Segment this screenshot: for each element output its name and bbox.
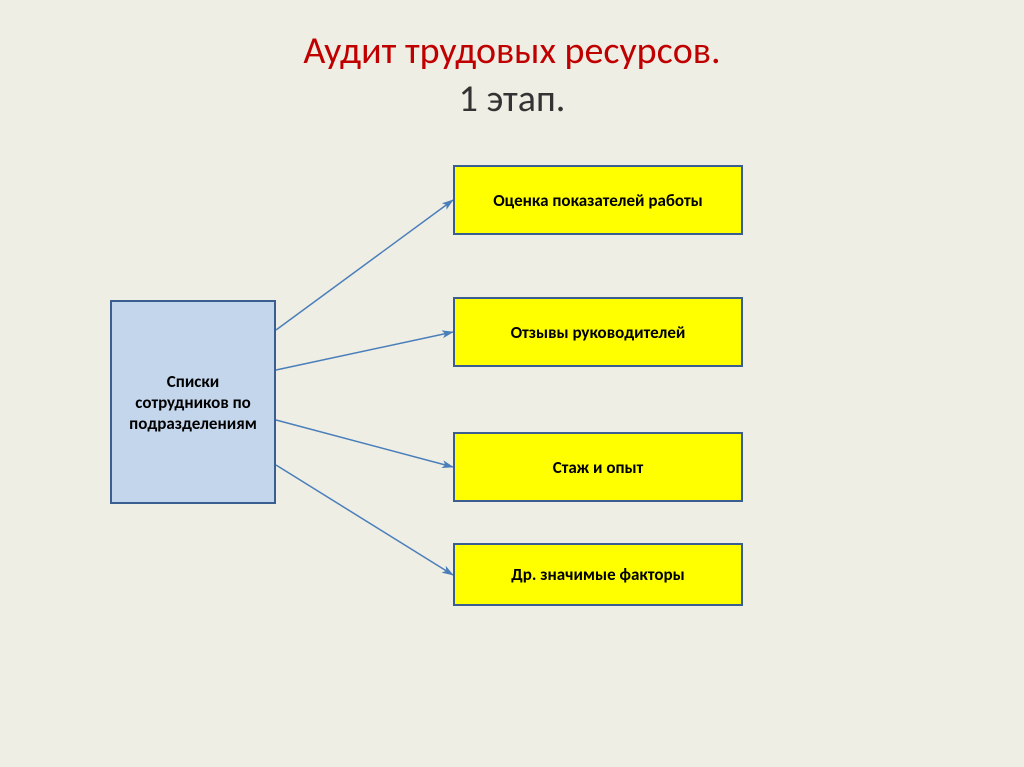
arrow-3: [276, 465, 453, 575]
target-box-3: Др. значимые факторы: [453, 543, 743, 606]
source-box-label: Списки сотрудников по подразделениям: [120, 371, 266, 434]
target-box-label-3: Др. значимые факторы: [511, 564, 684, 585]
title-line-2: 1 этап.: [0, 76, 1024, 124]
title-line-1: Аудит трудовых ресурсов.: [0, 28, 1024, 76]
target-box-2: Стаж и опыт: [453, 432, 743, 502]
target-box-1: Отзывы руководителей: [453, 297, 743, 367]
target-box-label-2: Стаж и опыт: [553, 457, 644, 478]
arrow-1: [276, 332, 453, 370]
page-title: Аудит трудовых ресурсов. 1 этап.: [0, 28, 1024, 123]
arrow-2: [276, 420, 453, 467]
source-box: Списки сотрудников по подразделениям: [110, 300, 276, 504]
target-box-label-1: Отзывы руководителей: [511, 322, 686, 343]
arrow-0: [276, 200, 453, 330]
target-box-label-0: Оценка показателей работы: [493, 190, 703, 211]
diagram-canvas: Аудит трудовых ресурсов. 1 этап. Списки …: [0, 0, 1024, 767]
target-box-0: Оценка показателей работы: [453, 165, 743, 235]
